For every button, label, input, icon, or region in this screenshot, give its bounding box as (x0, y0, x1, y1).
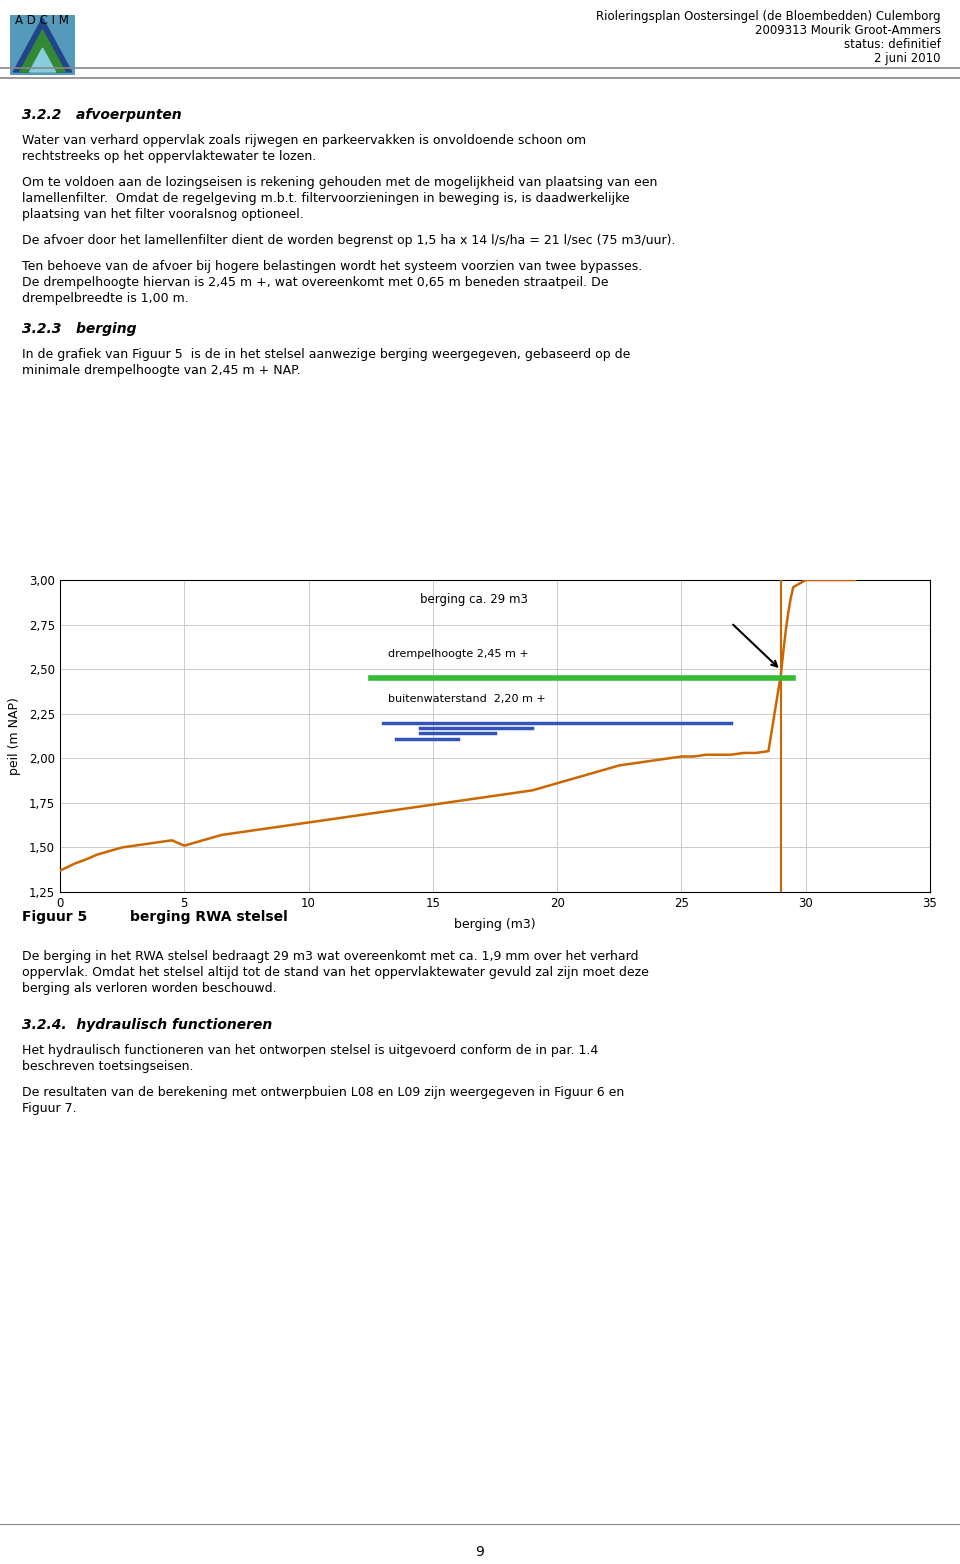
Text: 3.2.3   berging: 3.2.3 berging (22, 322, 136, 336)
Polygon shape (13, 19, 72, 72)
Text: Rioleringsplan Oostersingel (de Bloembedden) Culemborg: Rioleringsplan Oostersingel (de Bloembed… (596, 9, 941, 23)
Text: De berging in het RWA stelsel bedraagt 29 m3 wat overeenkomt met ca. 1,9 mm over: De berging in het RWA stelsel bedraagt 2… (22, 949, 638, 963)
Text: drempelbreedte is 1,00 m.: drempelbreedte is 1,00 m. (22, 292, 189, 305)
Text: Figuur 5: Figuur 5 (22, 910, 87, 924)
Text: 3.2.4.  hydraulisch functioneren: 3.2.4. hydraulisch functioneren (22, 1018, 273, 1032)
Text: 9: 9 (475, 1545, 485, 1559)
Text: In de grafiek van Figuur 5  is de in het stelsel aanwezige berging weergegeven, : In de grafiek van Figuur 5 is de in het … (22, 349, 631, 361)
Text: Om te voldoen aan de lozingseisen is rekening gehouden met de mogelijkheid van p: Om te voldoen aan de lozingseisen is rek… (22, 177, 658, 189)
Polygon shape (30, 48, 56, 72)
Text: 2009313 Mourik Groot-Ammers: 2009313 Mourik Groot-Ammers (755, 23, 941, 38)
Text: buitenwaterstand  2,20 m +: buitenwaterstand 2,20 m + (388, 694, 546, 704)
Text: berging als verloren worden beschouwd.: berging als verloren worden beschouwd. (22, 982, 276, 995)
Polygon shape (20, 30, 65, 72)
Text: De drempelhoogte hiervan is 2,45 m +, wat overeenkomt met 0,65 m beneden straatp: De drempelhoogte hiervan is 2,45 m +, wa… (22, 275, 609, 289)
Text: beschreven toetsingseisen.: beschreven toetsingseisen. (22, 1060, 194, 1073)
Text: drempelhoogte 2,45 m +: drempelhoogte 2,45 m + (388, 649, 529, 660)
Y-axis label: peil (m NAP): peil (m NAP) (8, 698, 21, 774)
Text: berging ca. 29 m3: berging ca. 29 m3 (420, 593, 528, 607)
Text: De resultaten van de berekening met ontwerpbuien L08 en L09 zijn weergegeven in : De resultaten van de berekening met ontw… (22, 1085, 624, 1099)
Text: plaatsing van het filter vooralsnog optioneel.: plaatsing van het filter vooralsnog opti… (22, 208, 303, 221)
Text: berging RWA stelsel: berging RWA stelsel (130, 910, 288, 924)
Text: oppervlak. Omdat het stelsel altijd tot de stand van het oppervlaktewater gevuld: oppervlak. Omdat het stelsel altijd tot … (22, 967, 649, 979)
Text: A D C I M: A D C I M (15, 14, 69, 27)
Text: De afvoer door het lamellenfilter dient de worden begrenst op 1,5 ha x 14 l/s/ha: De afvoer door het lamellenfilter dient … (22, 235, 676, 247)
Text: Ten behoeve van de afvoer bij hogere belastingen wordt het systeem voorzien van : Ten behoeve van de afvoer bij hogere bel… (22, 260, 642, 274)
Text: rechtstreeks op het oppervlaktewater te lozen.: rechtstreeks op het oppervlaktewater te … (22, 150, 316, 163)
Text: minimale drempelhoogte van 2,45 m + NAP.: minimale drempelhoogte van 2,45 m + NAP. (22, 364, 300, 377)
Text: 2 juni 2010: 2 juni 2010 (875, 52, 941, 66)
Text: status: definitief: status: definitief (844, 38, 941, 52)
Text: Water van verhard oppervlak zoals rijwegen en parkeervakken is onvoldoende schoo: Water van verhard oppervlak zoals rijweg… (22, 135, 587, 147)
Text: lamellenfilter.  Omdat de regelgeving m.b.t. filtervoorzieningen in beweging is,: lamellenfilter. Omdat de regelgeving m.b… (22, 192, 630, 205)
Text: 3.2.2   afvoerpunten: 3.2.2 afvoerpunten (22, 108, 181, 122)
Text: Het hydraulisch functioneren van het ontworpen stelsel is uitgevoerd conform de : Het hydraulisch functioneren van het ont… (22, 1045, 598, 1057)
Text: Figuur 7.: Figuur 7. (22, 1103, 77, 1115)
X-axis label: berging (m3): berging (m3) (454, 918, 536, 931)
